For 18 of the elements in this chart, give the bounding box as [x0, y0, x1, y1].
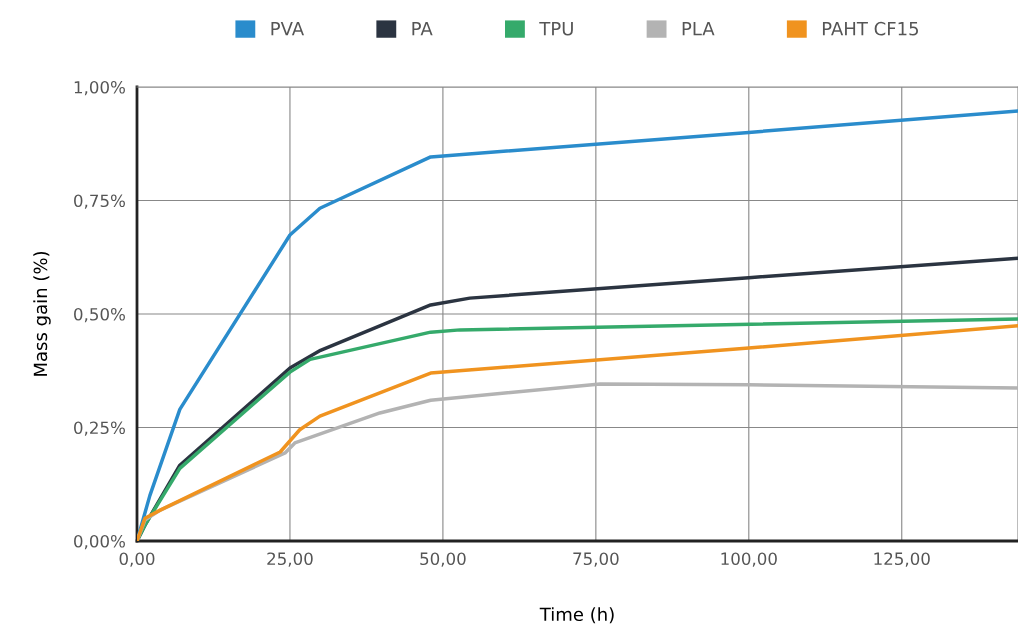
y-tick-label: 0,75% [74, 194, 125, 209]
legend-label: PVA [271, 22, 305, 36]
x-tick-label: 50,00 [420, 552, 466, 567]
y-tick-label: 1,00% [74, 80, 125, 96]
y-tick-label: 0,50% [74, 307, 125, 323]
legend-label: PA [412, 22, 433, 36]
x-tick-label: 100,00 [721, 552, 777, 567]
legend-label: TPU [539, 22, 573, 36]
y-tick-label: 0,00% [74, 534, 125, 550]
x-tick-label: 75,00 [573, 552, 619, 567]
y-tick-label: 0,25% [74, 421, 125, 436]
x-axis-title: Time (h) [539, 607, 614, 624]
legend-label: PLA [682, 22, 715, 36]
x-tick-label: 0,00 [119, 552, 155, 567]
y-axis-title: Mass gain (%) [33, 251, 51, 376]
x-tick-label: 25,00 [267, 552, 313, 567]
x-tick-label: 125,00 [874, 552, 930, 567]
legend-label: PAHT CF15 [822, 21, 919, 36]
